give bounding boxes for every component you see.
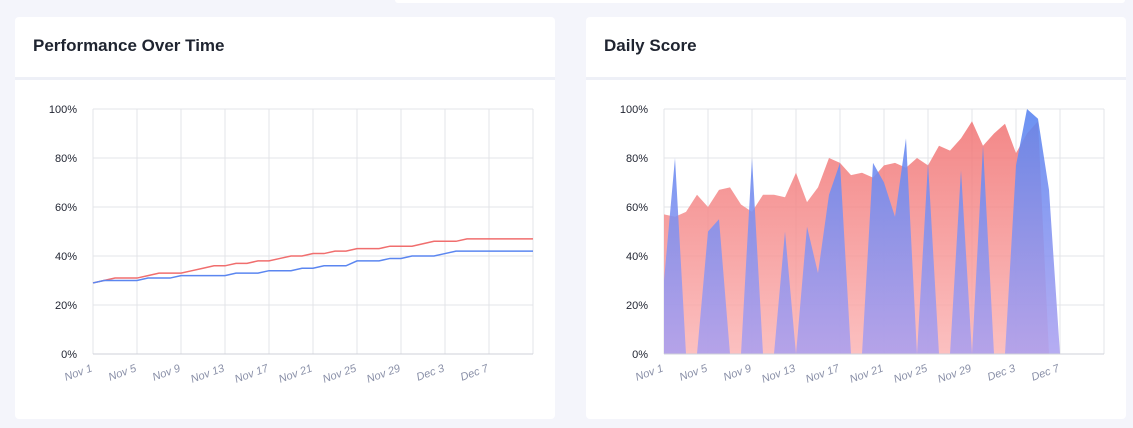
top-strip xyxy=(395,0,1125,3)
x-tick-label: Nov 21 xyxy=(277,363,314,386)
x-tick-label: Nov 17 xyxy=(233,362,271,385)
x-tick-label: Nov 9 xyxy=(151,363,182,384)
y-tick-label: 80% xyxy=(55,153,77,165)
x-tick-label: Nov 5 xyxy=(678,362,710,383)
x-tick-label: Nov 1 xyxy=(634,363,665,384)
area-series-0 xyxy=(664,121,1049,354)
y-tick-label: 100% xyxy=(49,104,77,116)
y-tick-label: 0% xyxy=(632,349,648,361)
y-tick-label: 40% xyxy=(55,251,77,263)
chart-area: 0% 20% 40% 60% 80% 100% Nov 1 Nov 5 Nov 9 Nov 13 N… xyxy=(15,80,555,419)
chart-title: Performance Over Time xyxy=(33,36,225,55)
line-series-1 xyxy=(92,250,533,284)
x-tick-label: Nov 29 xyxy=(365,363,402,386)
card-header: Performance Over Time xyxy=(15,17,555,80)
x-tick-label: Nov 29 xyxy=(936,363,973,386)
y-tick-label: 0% xyxy=(61,349,77,361)
x-tick-label: Nov 5 xyxy=(107,362,139,383)
x-tick-label: Nov 17 xyxy=(804,362,842,385)
chart-title: Daily Score xyxy=(604,36,697,55)
chart-area: 0% 20% 40% 60% 80% 100% Nov 1 Nov 5 Nov 9 Nov 13 N… xyxy=(586,80,1126,419)
daily-score-card: Daily Score 0% 20% 40% 60% 80% 100% Nov 1 Nov 5… xyxy=(586,17,1126,419)
x-tick-label: Nov 9 xyxy=(722,363,753,384)
y-tick-label: 80% xyxy=(626,153,648,165)
area-series-1 xyxy=(664,109,1060,354)
y-tick-label: 40% xyxy=(626,251,648,263)
x-tick-label: Nov 25 xyxy=(892,362,930,385)
x-tick-label: Nov 13 xyxy=(760,362,798,385)
y-tick-label: 20% xyxy=(55,300,77,312)
x-tick-label: Dec 3 xyxy=(415,362,447,383)
area-chart: 0% 20% 40% 60% 80% 100% Nov 1 Nov 5 Nov 9 Nov 13 N… xyxy=(620,104,1105,386)
x-tick-label: Nov 21 xyxy=(848,363,885,386)
y-tick-label: 60% xyxy=(55,202,77,214)
performance-over-time-card: Performance Over Time 0% 20% 40% 60% 80% 100%… xyxy=(15,17,555,419)
line-series-0 xyxy=(92,238,533,284)
x-tick-label: Dec 7 xyxy=(459,362,491,383)
line-chart: 0% 20% 40% 60% 80% 100% Nov 1 Nov 5 Nov 9 Nov 13 N… xyxy=(49,104,534,386)
y-tick-label: 20% xyxy=(626,300,648,312)
x-tick-label: Nov 25 xyxy=(321,362,359,385)
x-tick-label: Nov 1 xyxy=(63,363,94,384)
card-header: Daily Score xyxy=(586,17,1126,80)
x-tick-label: Dec 7 xyxy=(1030,362,1062,383)
x-tick-label: Nov 13 xyxy=(189,362,227,385)
y-tick-label: 60% xyxy=(626,202,648,214)
y-tick-label: 100% xyxy=(620,104,648,116)
x-tick-label: Dec 3 xyxy=(986,362,1018,383)
